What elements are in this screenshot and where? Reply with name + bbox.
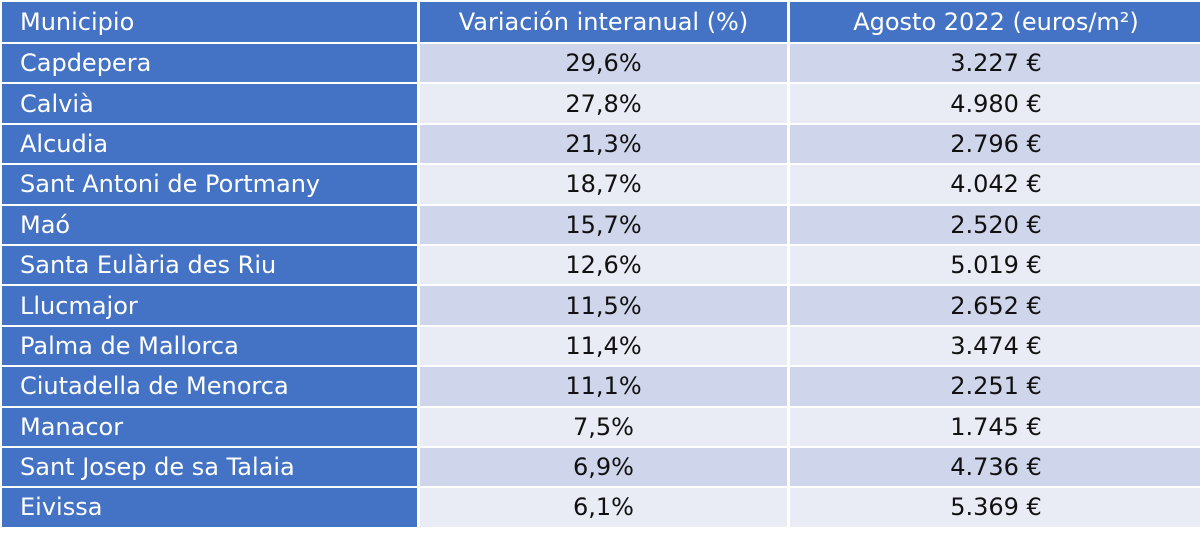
value-cell: 4.042 € (790, 165, 1200, 204)
table-row: Sant Josep de sa Talaia 6,9% 4.736 € (2, 447, 1200, 487)
table-row: Ciutadella de Menorca 11,1% 2.251 € (2, 367, 1200, 406)
table-row: Maó 15,7% 2.520 € (2, 205, 1200, 244)
value-cell: 1.745 € (790, 407, 1200, 446)
table-row: Llucmajor 11,5% 2.652 € (2, 286, 1200, 325)
value-cell: 2.652 € (790, 286, 1200, 325)
value-cell: 5.369 € (790, 488, 1200, 527)
table-row: Capdepera 29,6% 3.227 € (2, 44, 1200, 83)
value-cell: 4.980 € (790, 84, 1200, 123)
value-cell: 11,5% (420, 286, 787, 325)
header-cell: Variación interanual (%) (420, 2, 787, 42)
table-header: Municipio Variación interanual (%) Agost… (2, 2, 1200, 42)
municipality-cell: Eivissa (2, 488, 417, 527)
municipality-cell: Maó (2, 205, 417, 244)
table-body: Capdepera 29,6% 3.227 € Calvià 27,8% 4.980 € A… (2, 44, 1200, 527)
value-cell: 11,4% (420, 326, 787, 366)
municipality-cell: Manacor (2, 407, 417, 446)
value-cell: 3.227 € (790, 44, 1200, 83)
municipality-cell: Palma de Mallorca (2, 326, 417, 366)
value-cell: 2.520 € (790, 205, 1200, 244)
value-cell: 5.019 € (790, 245, 1200, 285)
value-cell: 7,5% (420, 407, 787, 446)
value-cell: 27,8% (420, 84, 787, 123)
municipality-cell: Llucmajor (2, 286, 417, 325)
municipality-cell: Sant Josep de sa Talaia (2, 447, 417, 487)
value-cell: 3.474 € (790, 326, 1200, 366)
header-cell: Municipio (2, 2, 417, 42)
municipality-cell: Santa Eulària des Riu (2, 245, 417, 285)
table-row: Eivissa 6,1% 5.369 € (2, 488, 1200, 527)
value-cell: 6,9% (420, 447, 787, 487)
value-cell: 21,3% (420, 124, 787, 164)
value-cell: 2.796 € (790, 124, 1200, 164)
header-row: Municipio Variación interanual (%) Agost… (2, 2, 1200, 42)
table-row: Palma de Mallorca 11,4% 3.474 € (2, 326, 1200, 366)
value-cell: 2.251 € (790, 367, 1200, 406)
municipality-cell: Calvià (2, 84, 417, 123)
value-cell: 15,7% (420, 205, 787, 244)
table-row: Calvià 27,8% 4.980 € (2, 84, 1200, 123)
price-table: Municipio Variación interanual (%) Agost… (2, 2, 1200, 527)
municipality-cell: Sant Antoni de Portmany (2, 165, 417, 204)
value-cell: 29,6% (420, 44, 787, 83)
municipality-cell: Alcudia (2, 124, 417, 164)
value-cell: 4.736 € (790, 447, 1200, 487)
municipality-cell: Ciutadella de Menorca (2, 367, 417, 406)
value-cell: 12,6% (420, 245, 787, 285)
value-cell: 6,1% (420, 488, 787, 527)
table-row: Santa Eulària des Riu 12,6% 5.019 € (2, 245, 1200, 285)
municipality-cell: Capdepera (2, 44, 417, 83)
header-cell: Agosto 2022 (euros/m²) (790, 2, 1200, 42)
value-cell: 11,1% (420, 367, 787, 406)
table-row: Sant Antoni de Portmany 18,7% 4.042 € (2, 165, 1200, 204)
table-row: Alcudia 21,3% 2.796 € (2, 124, 1200, 164)
table-row: Manacor 7,5% 1.745 € (2, 407, 1200, 446)
value-cell: 18,7% (420, 165, 787, 204)
